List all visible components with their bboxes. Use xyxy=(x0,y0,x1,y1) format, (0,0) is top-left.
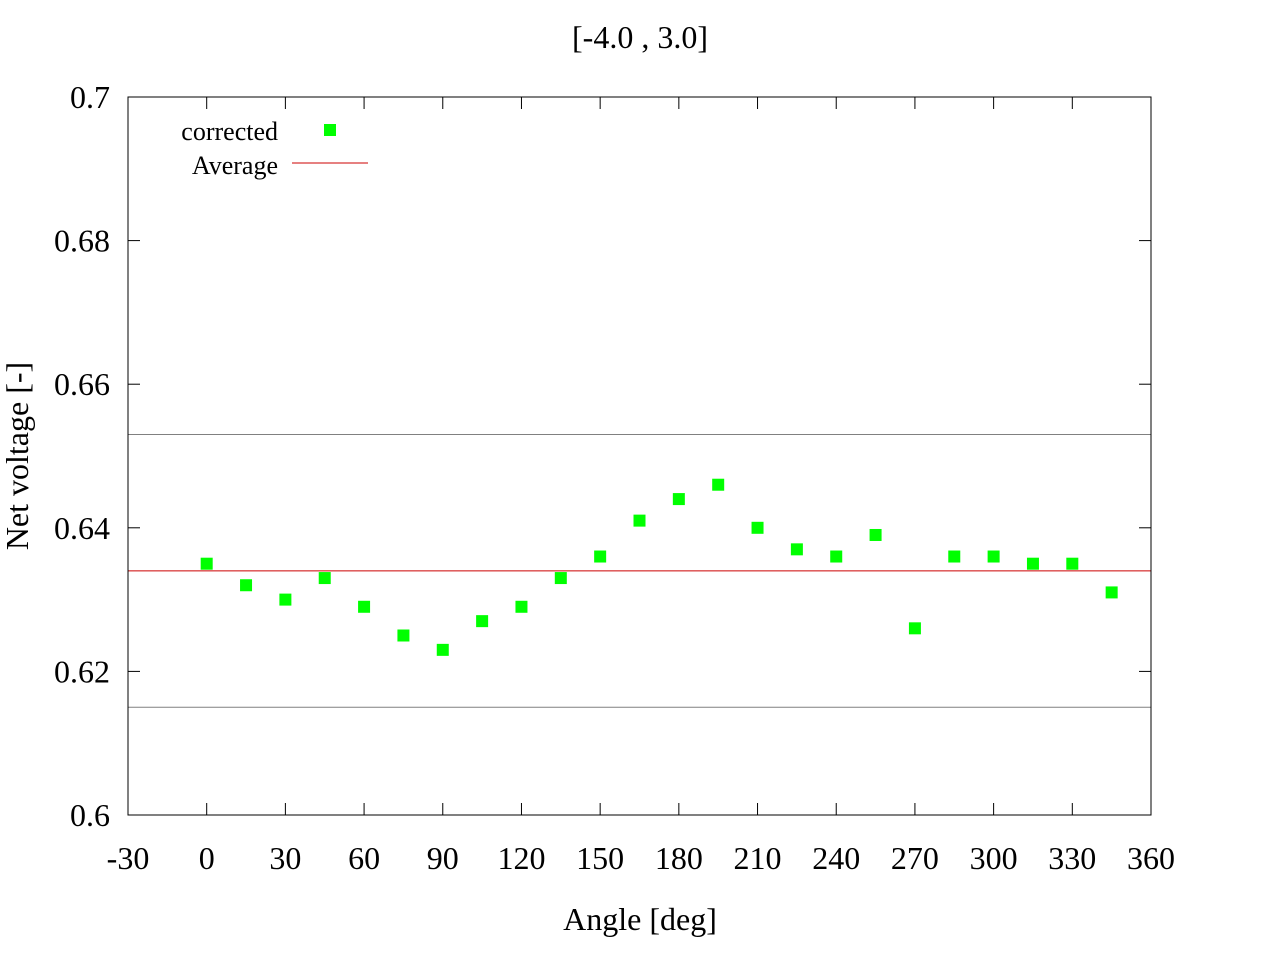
data-point xyxy=(908,622,921,635)
data-point xyxy=(948,550,961,563)
data-point xyxy=(515,600,528,613)
y-tick-label: 0.66 xyxy=(54,366,110,402)
data-point xyxy=(751,521,764,534)
data-point xyxy=(397,629,410,642)
x-tick-label: 150 xyxy=(576,840,624,876)
y-tick-label: 0.7 xyxy=(70,79,110,115)
x-tick-label: 210 xyxy=(734,840,782,876)
data-point xyxy=(672,493,685,506)
data-point xyxy=(200,557,213,570)
data-point xyxy=(712,478,725,491)
chart-title: [-4.0 , 3.0] xyxy=(572,19,708,55)
x-tick-label: 30 xyxy=(269,840,301,876)
data-point xyxy=(1026,557,1039,570)
y-tick-labels: 0.6 0.62 0.64 0.66 0.68 0.7 xyxy=(54,79,110,833)
x-tick-label: 0 xyxy=(199,840,215,876)
data-point xyxy=(279,593,292,606)
data-point xyxy=(436,643,449,656)
data-point xyxy=(594,550,607,563)
x-tick-label: -30 xyxy=(107,840,150,876)
y-tick-label: 0.6 xyxy=(70,797,110,833)
legend-label-corrected: corrected xyxy=(181,117,278,146)
x-tick-label: 120 xyxy=(497,840,545,876)
data-point xyxy=(358,600,371,613)
legend-marker-corrected xyxy=(324,124,336,136)
legend: corrected Average xyxy=(181,117,368,180)
data-point xyxy=(318,572,331,585)
data-point xyxy=(633,514,646,527)
x-tick-label: 240 xyxy=(812,840,860,876)
data-point xyxy=(830,550,843,563)
data-point xyxy=(554,572,567,585)
y-axis-label: Net voltage [-] xyxy=(0,362,35,550)
x-tick-label: 180 xyxy=(655,840,703,876)
plot-frame xyxy=(127,96,1152,816)
x-tick-label: 300 xyxy=(970,840,1018,876)
x-tick-label: 360 xyxy=(1127,840,1175,876)
y-tick-label: 0.64 xyxy=(54,510,110,546)
y-tick-label: 0.68 xyxy=(54,223,110,259)
axis-ticks xyxy=(127,96,1152,816)
data-points xyxy=(200,478,1118,656)
legend-label-average: Average xyxy=(192,151,278,180)
x-tick-label: 60 xyxy=(348,840,380,876)
y-tick-label: 0.62 xyxy=(54,653,110,689)
x-axis-label: Angle [deg] xyxy=(563,901,717,937)
x-tick-label: 330 xyxy=(1048,840,1096,876)
x-tick-labels: -30 0 30 60 90 120 150 180 210 240 270 300 330 360 xyxy=(107,840,1175,876)
data-point xyxy=(987,550,1000,563)
x-tick-label: 270 xyxy=(891,840,939,876)
data-point xyxy=(476,615,489,628)
data-point xyxy=(790,543,803,556)
data-point xyxy=(240,579,253,592)
data-point xyxy=(869,528,882,541)
reference-lines xyxy=(128,433,1151,708)
x-tick-label: 90 xyxy=(427,840,459,876)
data-point xyxy=(1105,586,1118,599)
data-point xyxy=(1066,557,1079,570)
